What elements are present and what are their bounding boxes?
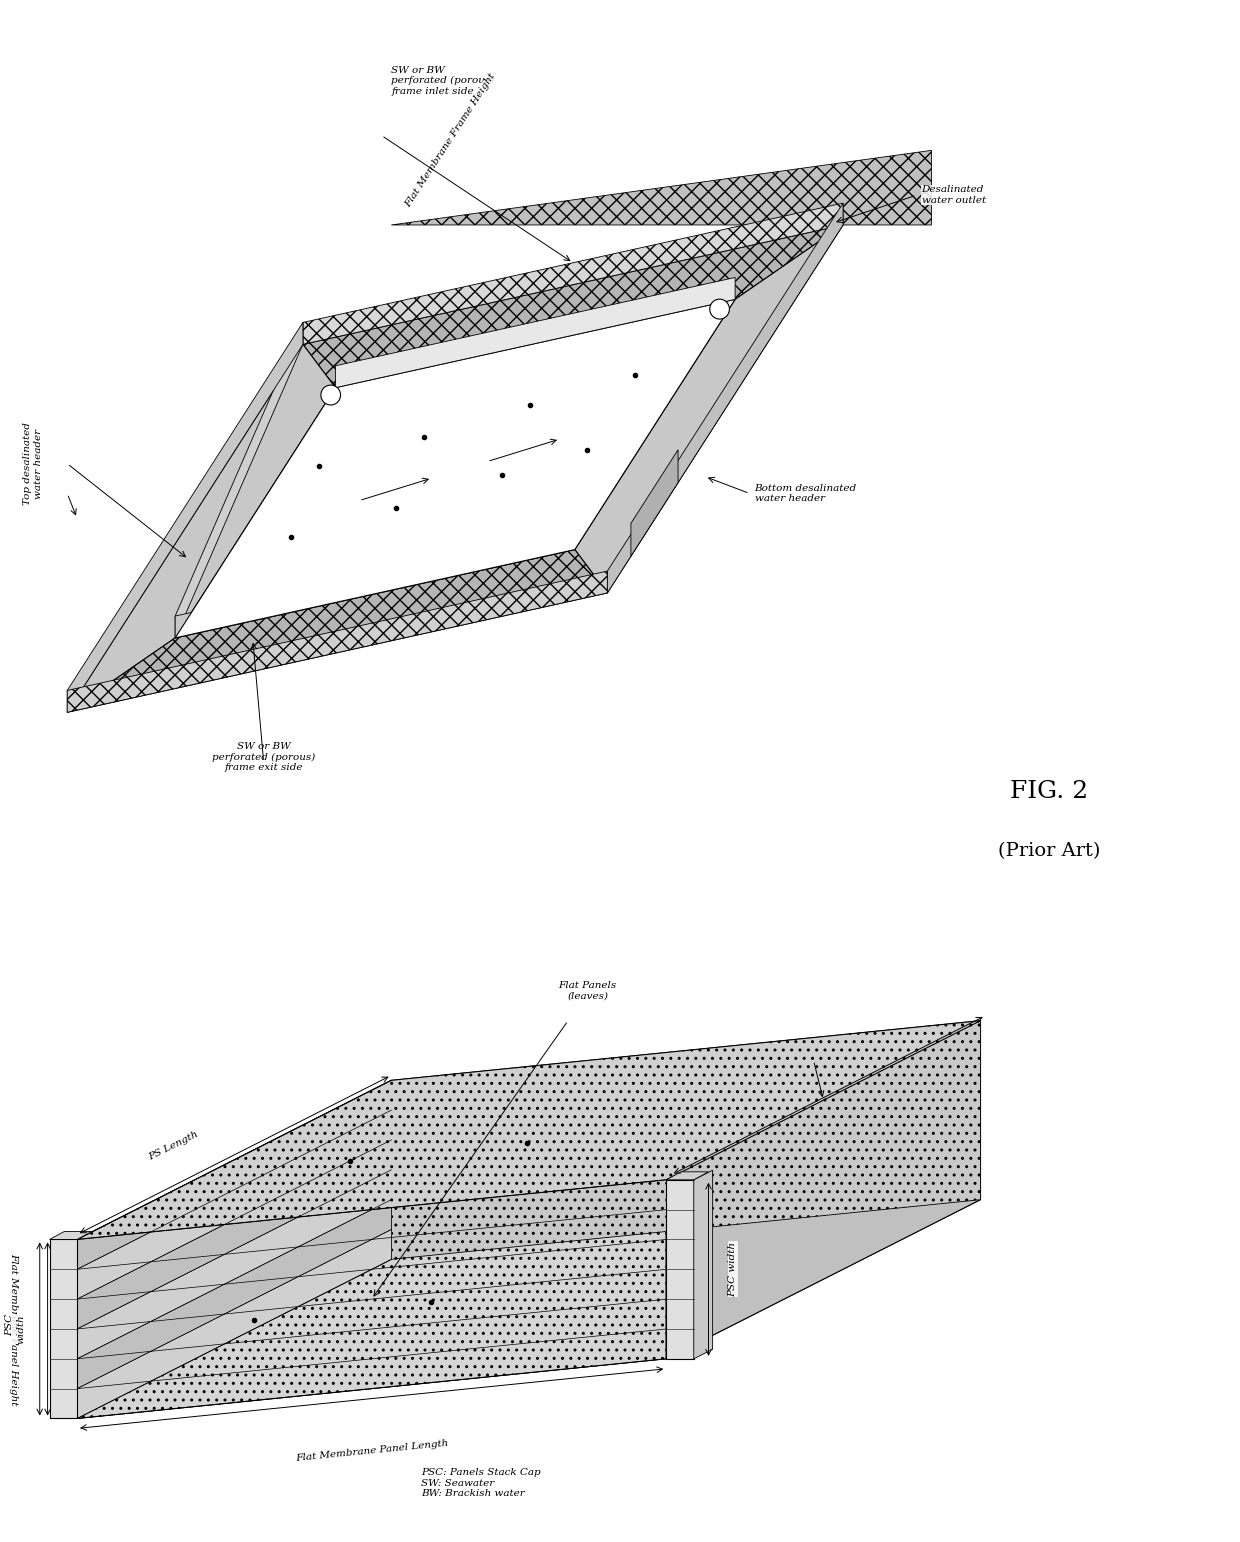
Polygon shape bbox=[67, 322, 303, 712]
Text: PS Length: PS Length bbox=[148, 1130, 200, 1163]
Polygon shape bbox=[392, 1021, 981, 1260]
Text: Top desalinated
water header: Top desalinated water header bbox=[24, 423, 42, 506]
Polygon shape bbox=[175, 322, 303, 638]
Polygon shape bbox=[608, 204, 843, 594]
Polygon shape bbox=[631, 450, 678, 557]
Circle shape bbox=[709, 299, 729, 319]
Polygon shape bbox=[175, 299, 735, 638]
Text: (Prior Art): (Prior Art) bbox=[998, 842, 1100, 860]
Polygon shape bbox=[77, 1180, 666, 1419]
Circle shape bbox=[321, 386, 341, 406]
Text: PSC
width: PSC width bbox=[6, 1314, 25, 1343]
Polygon shape bbox=[175, 527, 575, 638]
Text: PSC: Panels Stack Cap
SW: Seawater
BW: Brackish water: PSC: Panels Stack Cap SW: Seawater BW: B… bbox=[420, 1468, 541, 1497]
Text: Desalinated
water outlet: Desalinated water outlet bbox=[921, 185, 986, 205]
Polygon shape bbox=[77, 1021, 981, 1240]
Polygon shape bbox=[50, 1240, 77, 1419]
Polygon shape bbox=[77, 1110, 392, 1298]
Text: Flat membrane Frame Length: Flat membrane Frame Length bbox=[327, 398, 485, 439]
Text: Flat Membrane Panel Height: Flat Membrane Panel Height bbox=[9, 1252, 17, 1405]
Polygon shape bbox=[666, 1180, 693, 1359]
Text: PS
depth: PS depth bbox=[823, 1050, 853, 1070]
Polygon shape bbox=[77, 1229, 392, 1419]
Polygon shape bbox=[77, 1081, 392, 1419]
Polygon shape bbox=[666, 1021, 981, 1359]
Polygon shape bbox=[392, 151, 931, 225]
Text: FIG. 2: FIG. 2 bbox=[1011, 780, 1089, 803]
Text: SW or BW
perforated (porous)
frame inlet side: SW or BW perforated (porous) frame inlet… bbox=[392, 66, 495, 96]
Text: Flat Membrane Panel Length: Flat Membrane Panel Length bbox=[295, 1439, 449, 1463]
Polygon shape bbox=[303, 204, 843, 344]
Polygon shape bbox=[77, 1140, 392, 1329]
Polygon shape bbox=[336, 278, 735, 387]
Polygon shape bbox=[67, 344, 336, 712]
Polygon shape bbox=[575, 225, 843, 594]
Polygon shape bbox=[50, 1232, 92, 1240]
Polygon shape bbox=[693, 1170, 713, 1359]
Polygon shape bbox=[77, 1200, 392, 1389]
Polygon shape bbox=[303, 225, 843, 387]
Text: Flat Membrane Frame Height: Flat Membrane Frame Height bbox=[403, 71, 497, 210]
Polygon shape bbox=[67, 571, 608, 712]
Polygon shape bbox=[67, 549, 608, 712]
Text: Flat Panels
(leaves): Flat Panels (leaves) bbox=[558, 981, 616, 1001]
Text: PSC width: PSC width bbox=[728, 1241, 737, 1297]
Text: Bottom desalinated
water header: Bottom desalinated water header bbox=[755, 484, 857, 503]
Polygon shape bbox=[77, 1170, 392, 1359]
Polygon shape bbox=[77, 1081, 392, 1269]
Text: SW or BW
perforated (porous)
frame exit side: SW or BW perforated (porous) frame exit … bbox=[212, 742, 315, 773]
Polygon shape bbox=[666, 1172, 708, 1180]
Polygon shape bbox=[77, 1200, 981, 1419]
